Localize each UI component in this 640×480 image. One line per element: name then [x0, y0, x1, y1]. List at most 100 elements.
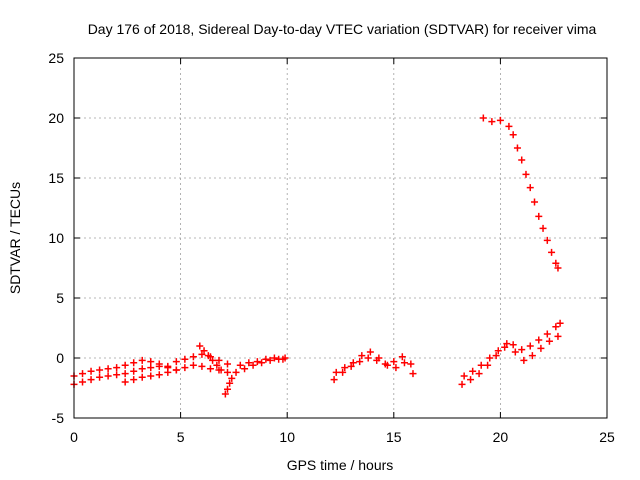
data-point	[196, 342, 204, 350]
data-point	[266, 356, 274, 364]
data-point	[189, 353, 197, 361]
data-point	[96, 366, 104, 374]
data-point	[392, 364, 400, 372]
x-tick-label: 0	[70, 429, 78, 445]
data-point	[130, 376, 138, 384]
series-arc-10	[332, 348, 417, 378]
data-point	[552, 323, 560, 331]
data-point	[356, 358, 364, 366]
data-point	[375, 354, 383, 362]
data-point	[217, 366, 225, 374]
y-tick-label: 10	[48, 230, 64, 246]
data-point	[501, 343, 509, 351]
data-point	[518, 346, 526, 354]
data-point	[241, 365, 249, 373]
data-point	[503, 340, 511, 348]
data-point	[104, 365, 112, 373]
data-point	[467, 376, 475, 384]
data-point	[511, 348, 519, 356]
data-point	[113, 371, 121, 379]
data-point	[104, 372, 112, 380]
data-point	[147, 364, 155, 372]
data-point	[172, 366, 180, 374]
data-point	[545, 337, 553, 345]
data-point	[492, 352, 500, 360]
data-point	[398, 353, 406, 361]
data-point	[409, 370, 417, 378]
data-point	[164, 368, 172, 376]
data-point	[198, 362, 206, 370]
data-point	[400, 359, 408, 367]
data-point	[147, 372, 155, 380]
data-point	[121, 361, 129, 369]
data-point	[224, 360, 232, 368]
series-arc-13	[479, 114, 562, 272]
x-tick-label: 20	[493, 429, 509, 445]
data-point	[554, 264, 562, 272]
data-point	[349, 359, 357, 367]
data-point	[228, 374, 236, 382]
data-point	[130, 367, 138, 375]
data-point	[279, 355, 287, 363]
data-point	[87, 367, 95, 375]
data-point	[526, 342, 534, 350]
data-point	[155, 362, 163, 370]
data-point	[484, 361, 492, 369]
data-point	[330, 376, 338, 384]
data-point	[526, 184, 534, 192]
series-arc-1	[70, 356, 172, 380]
data-point	[224, 368, 232, 376]
data-point	[513, 144, 521, 152]
x-tick-label: 25	[599, 429, 615, 445]
data-point	[113, 364, 121, 372]
data-point	[258, 359, 266, 367]
data-point	[245, 359, 253, 367]
data-point	[198, 350, 206, 358]
data-point	[364, 354, 372, 362]
series-arc-5	[196, 342, 225, 374]
data-point	[270, 354, 278, 362]
data-point	[458, 380, 466, 388]
data-point	[407, 360, 415, 368]
data-point	[475, 370, 483, 378]
data-point	[213, 361, 221, 369]
data-point	[215, 356, 223, 364]
data-point	[509, 341, 517, 349]
data-point	[332, 368, 340, 376]
data-point	[224, 385, 232, 393]
data-point	[539, 224, 547, 232]
data-point	[494, 347, 502, 355]
data-point	[209, 356, 217, 364]
data-point	[96, 373, 104, 381]
data-point	[147, 358, 155, 366]
data-point	[200, 347, 208, 355]
series-arc-12	[460, 332, 562, 380]
data-point	[206, 365, 214, 373]
data-point	[232, 368, 240, 376]
x-tick-label: 10	[279, 429, 295, 445]
axis-ticks: 0 5 10 15 20 25 -5 0 5 10 15 20 25	[48, 50, 615, 445]
data-point	[505, 122, 513, 130]
data-point	[460, 372, 468, 380]
data-point	[548, 248, 556, 256]
data-point	[87, 376, 95, 384]
x-tick-label: 5	[177, 429, 185, 445]
data-point	[496, 116, 504, 124]
data-point	[130, 359, 138, 367]
data-point	[79, 378, 87, 386]
y-tick-label: 25	[48, 50, 64, 66]
data-point	[181, 355, 189, 363]
data-point	[347, 362, 355, 370]
data-point	[552, 259, 560, 267]
data-point	[155, 371, 163, 379]
data-point	[341, 364, 349, 372]
data-point	[390, 358, 398, 366]
data-point	[189, 361, 197, 369]
data-point	[537, 344, 545, 352]
data-point	[486, 354, 494, 362]
data-point	[121, 370, 129, 378]
series-arc-11	[458, 319, 564, 388]
x-axis-title: GPS time / hours	[287, 457, 394, 473]
data-point	[518, 156, 526, 164]
